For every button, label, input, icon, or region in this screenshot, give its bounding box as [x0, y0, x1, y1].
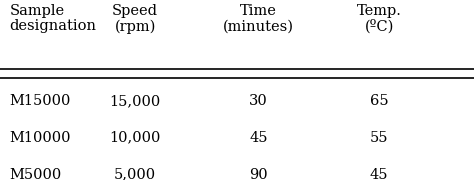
Text: 45: 45	[370, 168, 389, 180]
Text: 65: 65	[370, 94, 389, 108]
Text: 15,000: 15,000	[109, 94, 161, 108]
Text: 90: 90	[249, 168, 268, 180]
Text: M5000: M5000	[9, 168, 62, 180]
Text: Temp.
(ºC): Temp. (ºC)	[357, 4, 401, 34]
Text: 10,000: 10,000	[109, 131, 161, 145]
Text: Time
(minutes): Time (minutes)	[223, 4, 294, 33]
Text: Speed
(rpm): Speed (rpm)	[112, 4, 158, 34]
Text: 5,000: 5,000	[114, 168, 156, 180]
Text: M15000: M15000	[9, 94, 71, 108]
Text: 30: 30	[249, 94, 268, 108]
Text: 45: 45	[249, 131, 268, 145]
Text: 55: 55	[370, 131, 389, 145]
Text: M10000: M10000	[9, 131, 71, 145]
Text: Sample
designation: Sample designation	[9, 4, 97, 33]
